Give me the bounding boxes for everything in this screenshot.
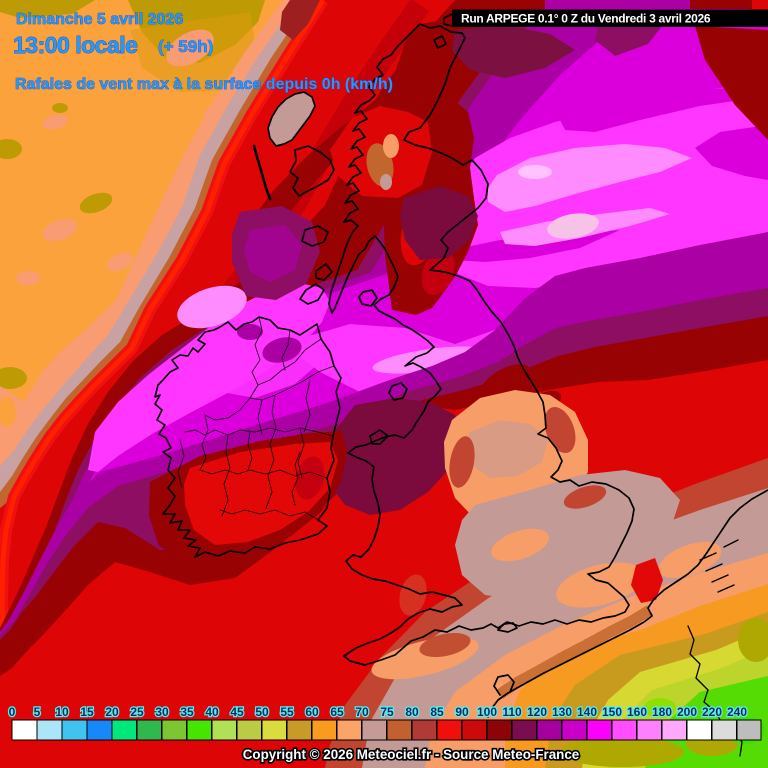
svg-text:75: 75: [380, 705, 394, 719]
svg-text:55: 55: [280, 705, 294, 719]
svg-text:150: 150: [602, 705, 622, 719]
svg-text:110: 110: [502, 705, 522, 719]
svg-text:30: 30: [155, 705, 169, 719]
svg-text:5: 5: [34, 705, 41, 719]
svg-text:130: 130: [552, 705, 572, 719]
svg-text:Run ARPEGE 0.1° 0 Z du Vendred: Run ARPEGE 0.1° 0 Z du Vendredi 3 avril …: [461, 12, 711, 26]
svg-text:65: 65: [330, 705, 344, 719]
svg-text:0: 0: [9, 705, 16, 719]
svg-text:13:00 locale: 13:00 locale: [13, 32, 137, 58]
svg-text:Copyright © 2026 Meteociel.fr: Copyright © 2026 Meteociel.fr - Source M…: [243, 747, 580, 762]
svg-text:35: 35: [180, 705, 194, 719]
svg-text:240: 240: [727, 705, 747, 719]
svg-text:70: 70: [355, 705, 369, 719]
svg-text:120: 120: [527, 705, 547, 719]
svg-text:160: 160: [627, 705, 647, 719]
svg-text:40: 40: [205, 705, 219, 719]
svg-text:20: 20: [105, 705, 119, 719]
svg-text:15: 15: [80, 705, 94, 719]
svg-text:(+ 59h): (+ 59h): [158, 37, 213, 56]
svg-text:45: 45: [230, 705, 244, 719]
svg-text:90: 90: [455, 705, 469, 719]
svg-text:85: 85: [430, 705, 444, 719]
svg-text:10: 10: [55, 705, 69, 719]
svg-text:180: 180: [652, 705, 672, 719]
svg-text:Dimanche 5 avril 2026: Dimanche 5 avril 2026: [16, 11, 183, 28]
svg-text:220: 220: [702, 705, 722, 719]
svg-text:140: 140: [577, 705, 597, 719]
svg-text:25: 25: [130, 705, 144, 719]
svg-text:200: 200: [677, 705, 697, 719]
svg-text:80: 80: [405, 705, 419, 719]
svg-text:100: 100: [477, 705, 497, 719]
svg-text:60: 60: [305, 705, 319, 719]
svg-text:Rafales de vent max à la surfa: Rafales de vent max à la surface depuis …: [15, 76, 393, 93]
svg-text:50: 50: [255, 705, 269, 719]
